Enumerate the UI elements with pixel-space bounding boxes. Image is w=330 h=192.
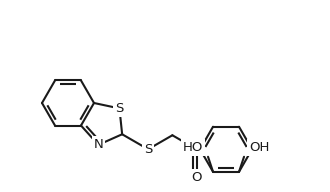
Text: S: S	[115, 102, 124, 115]
Text: S: S	[144, 143, 152, 156]
Text: HO: HO	[182, 141, 203, 154]
Text: O: O	[191, 170, 202, 184]
Text: OH: OH	[249, 141, 269, 154]
Text: N: N	[93, 138, 103, 151]
